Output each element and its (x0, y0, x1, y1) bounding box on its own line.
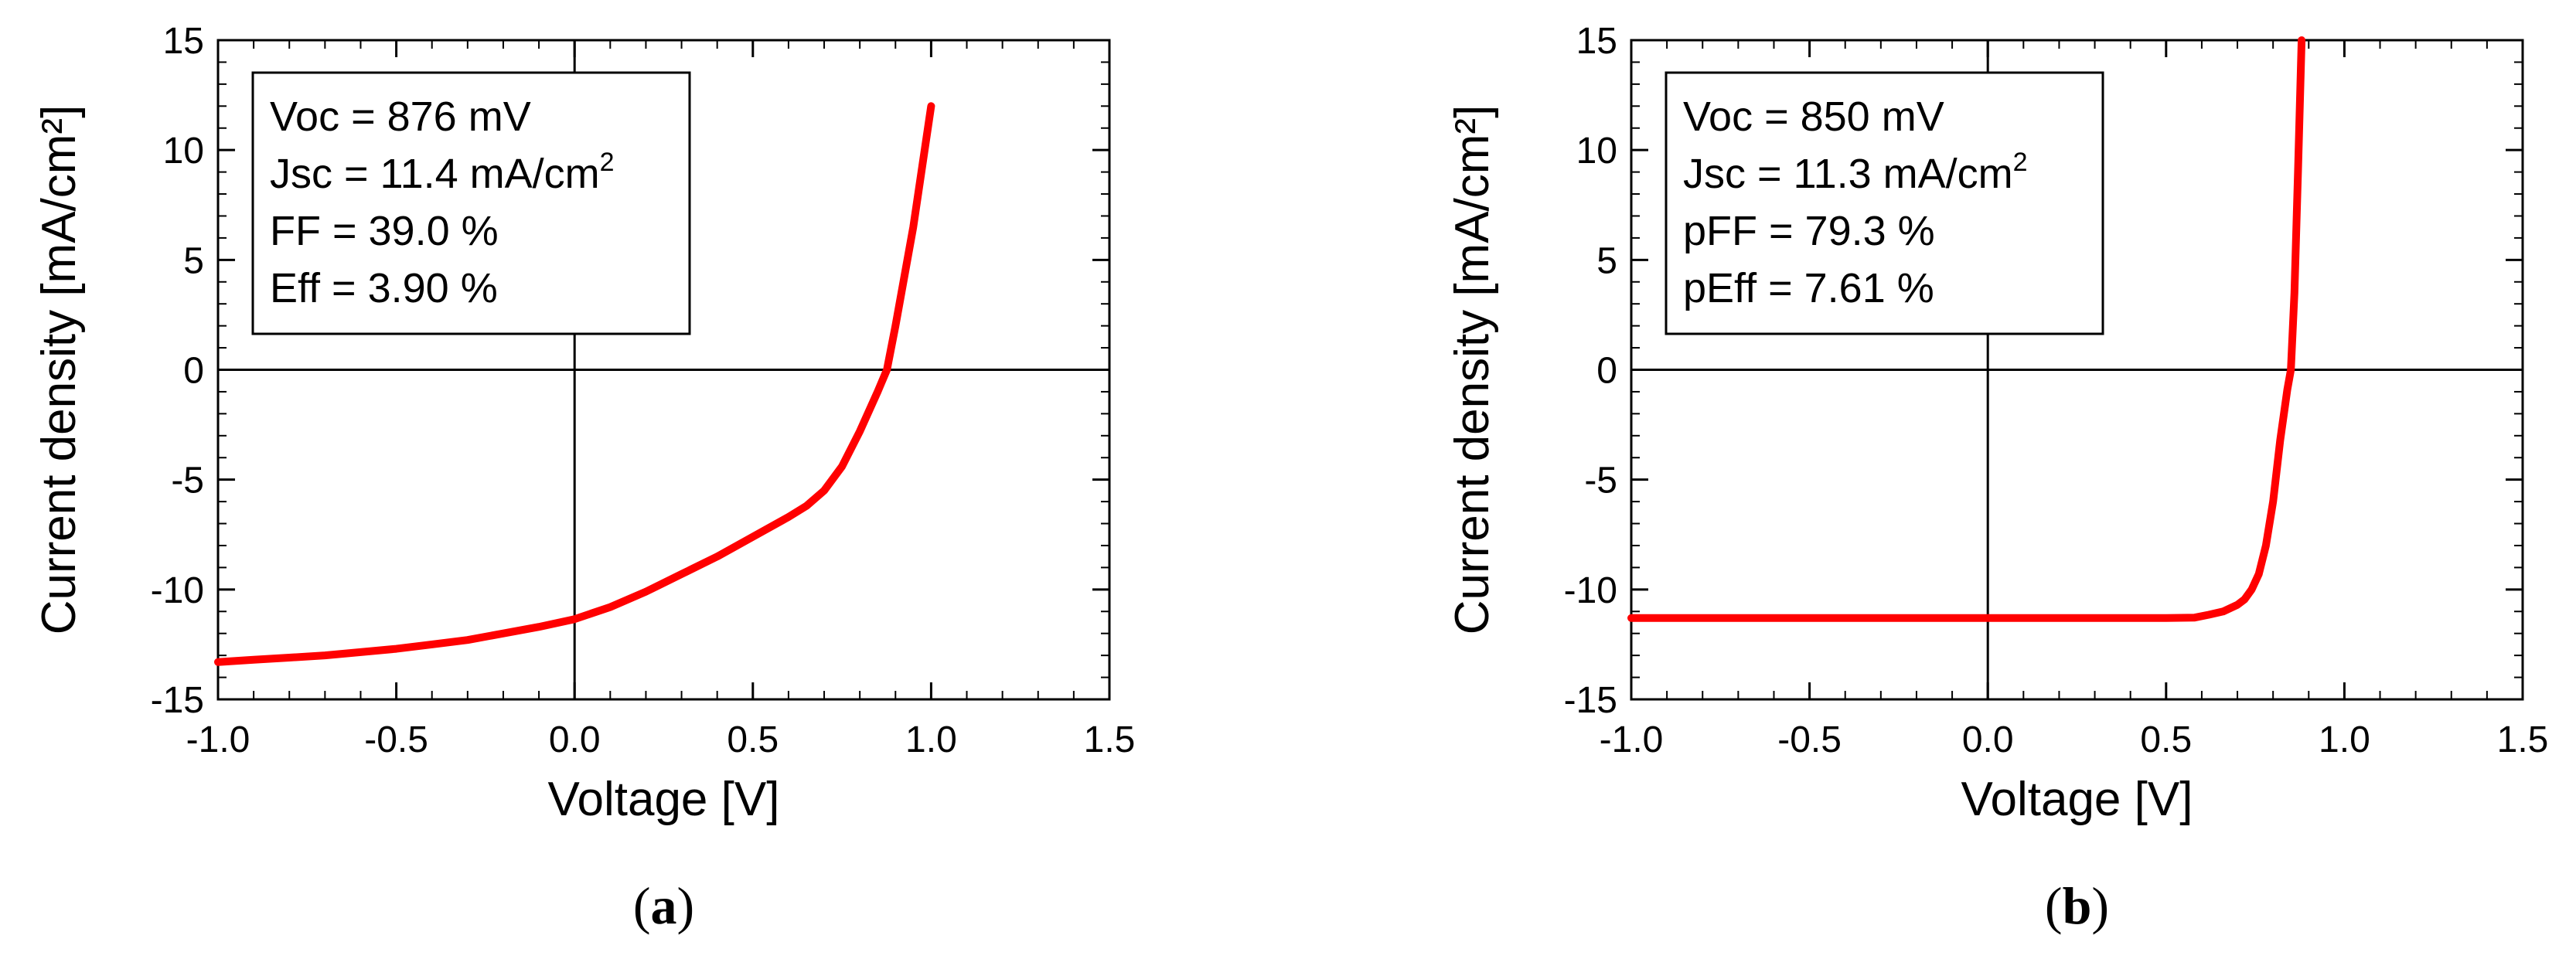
series-line-1 (1627, 36, 2306, 622)
x-tick-label: 1.0 (905, 719, 957, 760)
y-tick-label: -5 (171, 461, 204, 502)
panel-label: (a) (633, 876, 694, 935)
x-tick-label: -1.0 (1600, 719, 1664, 760)
x-tick-label: -1.0 (186, 719, 250, 760)
annotation-line: pEff = 7.61 % (1683, 265, 1934, 311)
chart-panel-1: -1.0 -0.5 0.0 0.5 1.0 1.5 15 10 5 0 -5 -10 -15 Voltag… (32, 21, 1135, 935)
annotation-line: Eff = 3.90 % (270, 265, 498, 311)
annotation-line: Jsc = 11.3 mA/cm2 (1683, 148, 2028, 197)
y-tick-label: -15 (151, 680, 204, 721)
y-tick-label: 5 (183, 240, 204, 281)
annotation-line: FF = 39.0 % (270, 208, 499, 254)
y-axis-label: Current density [mA/cm²] (1446, 105, 1499, 635)
x-tick-label: -0.5 (364, 719, 428, 760)
y-tick-label: 10 (163, 131, 204, 172)
x-axis-label: Voltage [V] (1961, 773, 2193, 826)
y-tick-label: 15 (1576, 21, 1617, 62)
y-tick-label: 5 (1596, 240, 1617, 281)
y-tick-label: -5 (1584, 461, 1617, 502)
annotation-line: Jsc = 11.4 mA/cm2 (270, 148, 615, 197)
x-tick-label: 0.0 (1962, 719, 2014, 760)
x-tick-label: 0.5 (2140, 719, 2192, 760)
x-tick-label: 1.5 (2497, 719, 2549, 760)
x-tick-label: 0.0 (549, 719, 601, 760)
y-tick-label: 15 (163, 21, 204, 62)
series-line-1 (214, 102, 935, 666)
y-tick-label: 0 (183, 351, 204, 392)
annotation-box (251, 71, 691, 335)
annotation-box (1665, 71, 2104, 335)
x-tick-label: 1.0 (2319, 719, 2370, 760)
chart-panel-2: -1.0 -0.5 0.0 0.5 1.0 1.5 15 10 5 0 -5 -10 -15 Voltag… (1446, 21, 2548, 935)
y-axis-label: Current density [mA/cm²] (32, 105, 86, 635)
panel-label: (b) (2045, 876, 2109, 935)
x-axis-label: Voltage [V] (548, 773, 780, 826)
annotation-line: Voc = 850 mV (1683, 94, 1944, 140)
y-tick-label: 10 (1576, 131, 1617, 172)
y-tick-label: 0 (1596, 351, 1617, 392)
annotation-line: Voc = 876 mV (270, 94, 531, 140)
annotation-line: pFF = 79.3 % (1683, 208, 1935, 254)
x-tick-label: 1.5 (1084, 719, 1136, 760)
x-tick-label: 0.5 (727, 719, 779, 760)
y-tick-label: -15 (1564, 680, 1617, 721)
y-tick-label: -10 (151, 570, 204, 611)
y-tick-label: -10 (1564, 570, 1617, 611)
x-tick-label: -0.5 (1777, 719, 1842, 760)
